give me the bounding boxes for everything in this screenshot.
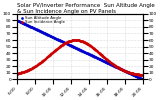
Text: Solar PV/Inverter Performance  Sun Altitude Angle & Sun Incidence Angle on PV Pa: Solar PV/Inverter Performance Sun Altitu…: [17, 3, 155, 14]
Legend: Sun Altitude Angle, Sun Incidence Angle: Sun Altitude Angle, Sun Incidence Angle: [19, 16, 65, 25]
